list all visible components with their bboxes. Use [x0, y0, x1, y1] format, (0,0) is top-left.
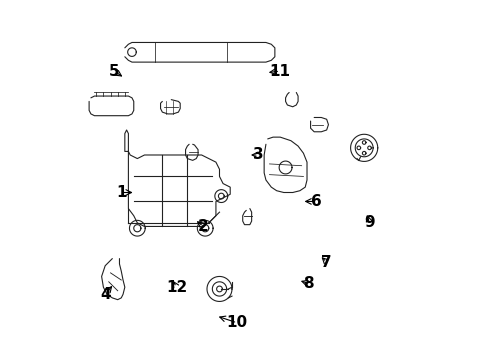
Text: 5: 5	[108, 64, 119, 78]
Text: 10: 10	[226, 315, 247, 330]
Text: 12: 12	[165, 280, 187, 295]
Text: 4: 4	[100, 287, 110, 302]
Text: 7: 7	[321, 255, 331, 270]
Text: 8: 8	[303, 276, 313, 291]
Text: 9: 9	[364, 215, 374, 230]
Text: 6: 6	[310, 194, 321, 209]
Text: 3: 3	[253, 148, 264, 162]
Text: 2: 2	[198, 219, 208, 234]
Text: 1: 1	[116, 185, 126, 200]
Text: 11: 11	[269, 64, 290, 78]
